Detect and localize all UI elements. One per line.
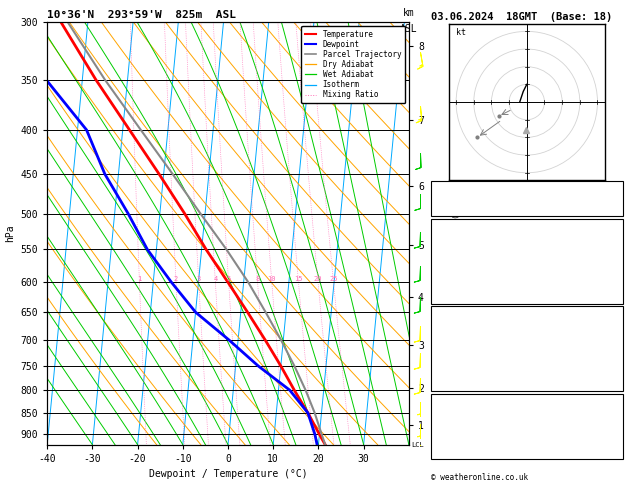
Text: SREH: SREH [435,421,456,431]
Text: 10°36'N  293°59'W  825m  ASL: 10°36'N 293°59'W 825m ASL [47,10,236,20]
Text: Surface: Surface [508,220,545,229]
Text: θₑ (K): θₑ (K) [435,336,467,345]
Text: km: km [403,8,415,17]
Text: ASL: ASL [400,24,418,34]
Text: K: K [435,183,440,191]
Text: EH: EH [435,408,445,417]
Text: © weatheronline.co.uk: © weatheronline.co.uk [431,473,528,482]
Text: 2: 2 [174,276,178,282]
Text: 21.5: 21.5 [598,232,619,242]
Text: Mixing Ratio (g/kg): Mixing Ratio (g/kg) [453,193,459,274]
Text: Hodograph: Hodograph [503,395,551,404]
Text: 10: 10 [267,276,276,282]
Text: StmSpd (kt): StmSpd (kt) [435,448,494,457]
Text: 1: 1 [137,276,142,282]
Text: 8: 8 [255,276,260,282]
Text: θₑ(K): θₑ(K) [435,257,462,266]
Text: 5: 5 [226,276,231,282]
Text: Lifted Index: Lifted Index [435,350,499,359]
Text: 347: 347 [603,257,619,266]
Text: Dewp (°C): Dewp (°C) [435,244,483,254]
Text: 45: 45 [608,194,619,203]
Text: CIN (J): CIN (J) [435,293,472,302]
Text: Lifted Index: Lifted Index [435,269,499,278]
Text: CAPE (J): CAPE (J) [435,281,477,290]
Text: 922: 922 [603,321,619,330]
Text: Pressure (mb): Pressure (mb) [435,321,504,330]
Text: 100: 100 [603,293,619,302]
Text: CIN (J): CIN (J) [435,380,472,388]
Text: PW (cm): PW (cm) [435,206,472,215]
Text: 15: 15 [294,276,303,282]
Text: 8: 8 [613,448,619,457]
Text: 100: 100 [603,380,619,388]
Text: 25: 25 [329,276,338,282]
Text: 4.14: 4.14 [598,206,619,215]
Text: 03.06.2024  18GMT  (Base: 18): 03.06.2024 18GMT (Base: 18) [431,12,612,22]
Text: kt: kt [456,28,466,37]
Text: 19.7: 19.7 [598,244,619,254]
Text: Temp (°C): Temp (°C) [435,232,483,242]
Text: 4: 4 [213,276,218,282]
Y-axis label: hPa: hPa [5,225,15,242]
Text: LCL: LCL [411,442,424,448]
Text: -2: -2 [608,269,619,278]
Text: CAPE (J): CAPE (J) [435,365,477,374]
Text: 36: 36 [608,183,619,191]
Legend: Temperature, Dewpoint, Parcel Trajectory, Dry Adiabat, Wet Adiabat, Isotherm, Mi: Temperature, Dewpoint, Parcel Trajectory… [301,26,405,103]
Text: 20: 20 [314,276,322,282]
Text: Most Unstable: Most Unstable [492,308,562,317]
Text: Totals Totals: Totals Totals [435,194,504,203]
Text: 347: 347 [603,336,619,345]
Text: 3: 3 [197,276,201,282]
Text: StmDir: StmDir [435,434,467,444]
Text: 4: 4 [613,421,619,431]
Text: 182°: 182° [598,434,619,444]
Text: 185: 185 [603,281,619,290]
Text: 185: 185 [603,365,619,374]
Text: -2: -2 [608,350,619,359]
X-axis label: Dewpoint / Temperature (°C): Dewpoint / Temperature (°C) [148,469,308,479]
Text: -6: -6 [608,408,619,417]
